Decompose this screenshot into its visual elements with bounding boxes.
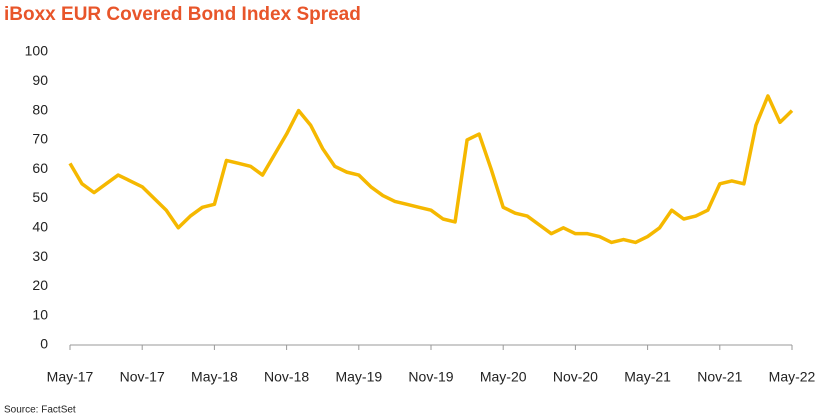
chart-title: iBoxx EUR Covered Bond Index Spread <box>4 4 361 25</box>
y-tick-label: 10 <box>32 306 48 322</box>
y-tick-label: 20 <box>32 277 48 293</box>
y-tick-label: 40 <box>32 219 48 235</box>
data-line <box>68 94 794 245</box>
x-tick-label: May-22 <box>769 369 816 385</box>
y-tick-label: 90 <box>32 72 48 88</box>
x-tick-label: May-18 <box>191 369 238 385</box>
y-tick-label: 50 <box>32 189 48 205</box>
x-tick-label: Nov-20 <box>553 369 598 385</box>
y-tick-label: 60 <box>32 160 48 176</box>
y-tick-label: 100 <box>25 43 49 59</box>
x-tick-label: May-19 <box>335 369 382 385</box>
x-tick-label: May-20 <box>480 369 527 385</box>
x-tick-label: Nov-17 <box>120 369 165 385</box>
x-tick-label: May-21 <box>624 369 671 385</box>
y-tick-label: 0 <box>40 336 48 352</box>
x-tick-label: Nov-21 <box>697 369 742 385</box>
x-tick-label: Nov-19 <box>408 369 453 385</box>
y-tick-label: 30 <box>32 248 48 264</box>
y-tick-label: 80 <box>32 101 48 117</box>
y-tick-label: 70 <box>32 131 48 147</box>
x-tick-label: May-17 <box>47 369 94 385</box>
source-note: Source: FactSet <box>4 405 76 416</box>
x-tick-label: Nov-18 <box>264 369 309 385</box>
